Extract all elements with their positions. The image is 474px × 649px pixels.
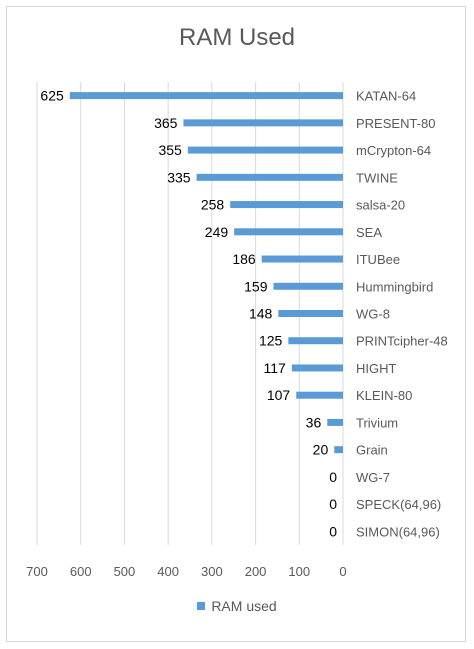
category-label: SEA	[356, 225, 382, 240]
bar	[261, 255, 343, 263]
data-label: 159	[244, 278, 268, 294]
bar	[273, 282, 343, 290]
category-label: TWINE	[356, 170, 398, 185]
bar	[69, 92, 344, 100]
x-tick-label: 500	[114, 564, 136, 579]
x-tick-label: 100	[288, 564, 310, 579]
data-label: 249	[205, 224, 229, 240]
bar	[234, 228, 343, 236]
data-label: 125	[259, 333, 283, 349]
bar	[296, 391, 343, 399]
category-label: Grain	[356, 443, 388, 458]
category-label: salsa-20	[356, 198, 405, 213]
data-label: 625	[40, 88, 64, 104]
bar	[327, 418, 343, 426]
chart-frame	[6, 6, 466, 642]
category-label: mCrypton-64	[356, 143, 431, 158]
data-label: 258	[201, 197, 225, 213]
category-label: KATAN-64	[356, 89, 416, 104]
legend-label: RAM used	[211, 598, 277, 614]
data-label: 186	[232, 251, 256, 267]
category-label: Trivium	[356, 415, 398, 430]
x-tick-label: 600	[70, 564, 92, 579]
data-label: 148	[249, 306, 273, 322]
data-label: 20	[313, 442, 329, 458]
data-label: 355	[158, 142, 182, 158]
legend-swatch	[197, 602, 206, 611]
x-tick-label: 700	[26, 564, 48, 579]
category-label: ITUBee	[356, 252, 400, 267]
data-label: 107	[267, 387, 291, 403]
category-label: HIGHT	[356, 361, 397, 376]
bar	[288, 337, 343, 345]
bar	[278, 310, 343, 317]
bar	[196, 173, 343, 181]
category-label: WG-8	[356, 307, 390, 322]
data-label: 335	[167, 169, 191, 185]
bar	[334, 446, 343, 454]
x-tick-label: 300	[201, 564, 223, 579]
legend: RAM used	[0, 598, 474, 614]
data-label: 0	[329, 496, 337, 512]
category-label: PRESENT-80	[356, 116, 435, 131]
category-label: WG-7	[356, 470, 390, 485]
x-tick-label: 400	[157, 564, 179, 579]
chart-title: RAM Used	[178, 24, 296, 51]
x-tick-label: 200	[245, 564, 267, 579]
category-label: SPECK(64,96)	[356, 497, 441, 512]
data-label: 117	[264, 360, 287, 376]
bar	[187, 146, 343, 154]
data-label: 36	[306, 414, 322, 430]
data-label: 365	[154, 115, 178, 131]
data-label: 0	[329, 523, 337, 539]
category-label: KLEIN-80	[356, 388, 412, 403]
bar	[230, 201, 343, 209]
category-label: Hummingbird	[356, 279, 433, 294]
bar	[291, 364, 343, 372]
x-tick-label: 0	[339, 564, 346, 579]
category-label: PRINTcipher-48	[356, 334, 448, 349]
bar	[183, 119, 343, 127]
data-label: 0	[329, 469, 337, 485]
category-label: SIMON(64,96)	[356, 524, 440, 539]
